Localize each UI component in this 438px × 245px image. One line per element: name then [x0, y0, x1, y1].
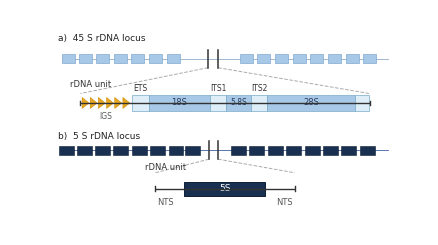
Bar — [239, 54, 252, 63]
Bar — [274, 54, 287, 63]
Bar — [95, 146, 110, 155]
Bar — [150, 146, 165, 155]
Bar — [226, 95, 251, 111]
Polygon shape — [114, 98, 121, 109]
Text: NTS: NTS — [276, 198, 292, 207]
Bar — [292, 54, 305, 63]
Bar — [267, 95, 354, 111]
Polygon shape — [123, 98, 130, 109]
Bar — [267, 146, 282, 155]
Bar — [304, 146, 319, 155]
Bar — [249, 146, 264, 155]
Bar — [359, 146, 374, 155]
Bar — [113, 54, 127, 63]
Bar — [79, 54, 92, 63]
Bar — [131, 146, 146, 155]
Bar — [230, 146, 246, 155]
Bar — [185, 146, 200, 155]
Polygon shape — [90, 98, 97, 109]
Text: NTS: NTS — [157, 198, 173, 207]
Bar — [354, 95, 368, 111]
Text: rDNA unit: rDNA unit — [145, 163, 186, 172]
Text: b)  5 S rDNA locus: b) 5 S rDNA locus — [58, 132, 140, 141]
Bar — [168, 146, 183, 155]
Text: ITS1: ITS1 — [209, 84, 226, 93]
Text: 28S: 28S — [303, 98, 318, 108]
Bar — [210, 95, 226, 111]
Bar — [62, 54, 75, 63]
Bar — [322, 146, 337, 155]
Bar — [77, 146, 92, 155]
Text: IGS: IGS — [99, 112, 112, 121]
Bar — [341, 146, 356, 155]
Bar — [345, 54, 358, 63]
Bar — [286, 146, 300, 155]
Polygon shape — [82, 98, 88, 109]
Bar — [113, 146, 128, 155]
Bar — [132, 95, 148, 111]
Bar — [363, 54, 375, 63]
Bar — [148, 95, 210, 111]
Text: ETS: ETS — [133, 84, 147, 93]
Text: 5.8S: 5.8S — [230, 98, 247, 108]
Text: rDNA unit: rDNA unit — [70, 80, 111, 89]
Text: a)  45 S rDNA locus: a) 45 S rDNA locus — [58, 34, 145, 43]
Bar — [327, 54, 340, 63]
Text: 18S: 18S — [171, 98, 187, 108]
Polygon shape — [106, 98, 113, 109]
Bar — [166, 54, 179, 63]
Text: 5S: 5S — [219, 184, 230, 193]
Bar — [251, 95, 267, 111]
Text: ITS2: ITS2 — [251, 84, 267, 93]
Bar — [59, 146, 74, 155]
Polygon shape — [98, 98, 105, 109]
Bar — [184, 182, 265, 196]
Bar — [96, 54, 109, 63]
Bar — [131, 54, 144, 63]
Bar — [310, 54, 322, 63]
Bar — [257, 54, 270, 63]
Bar — [149, 54, 162, 63]
